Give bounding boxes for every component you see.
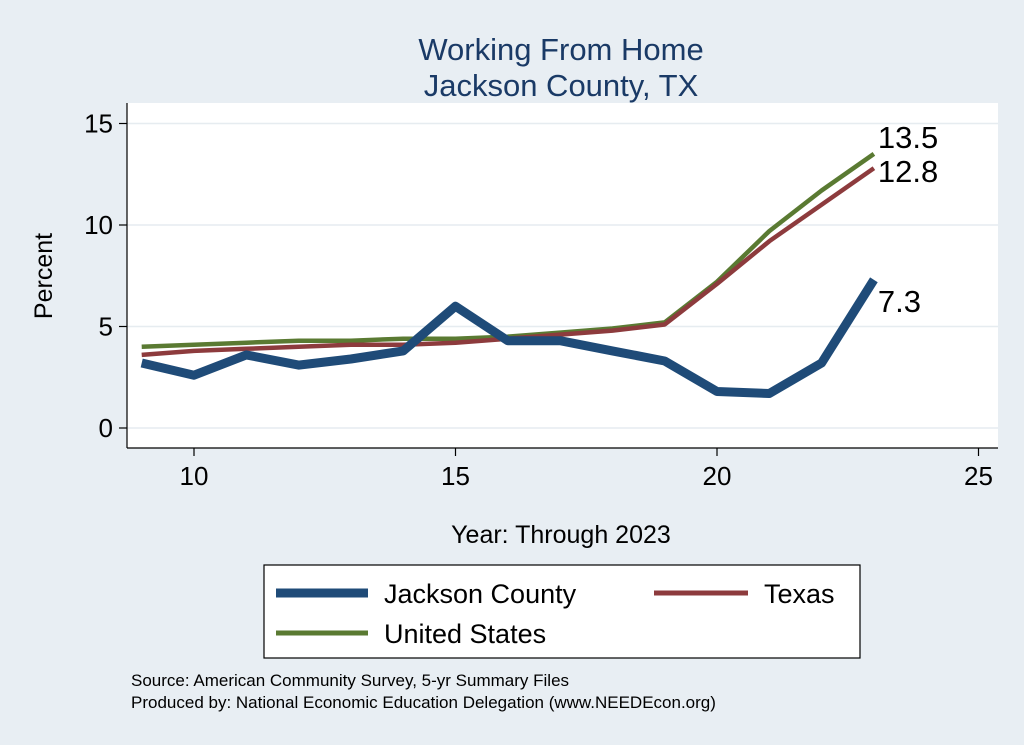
legend: Jackson County Texas United States [263,564,861,659]
x-tick-label-25: 25 [964,461,993,491]
x-tick-label-10: 10 [180,461,209,491]
gridlines [127,122,998,429]
y-tick-label-15: 15 [84,109,113,139]
plot-area [127,103,998,448]
chart-title-line1: Working From Home [418,32,703,67]
end-label-texas: 12.8 [878,154,938,189]
producer-text: Produced by: National Economic Education… [131,693,716,712]
legend-label-united-states: United States [384,619,546,649]
tick-labels: 0 5 10 15 10 15 20 25 [84,109,993,492]
x-axis-title: Year: Through 2023 [451,521,671,549]
legend-label-jackson-county: Jackson County [384,579,577,609]
x-tick-label-15: 15 [441,461,470,491]
series-lines [140,152,878,398]
source-text: Source: American Community Survey, 5-yr … [131,671,569,690]
y-axis-title: Percent [30,233,58,319]
y-tick-label-5: 5 [99,312,113,342]
end-labels: 7.3 12.813.5 [878,120,938,319]
legend-label-texas: Texas [764,579,835,609]
end-label-united-states: 13.5 [878,120,938,155]
x-tick-label-20: 20 [703,461,732,491]
legend-box [263,564,861,659]
chart-title-line2: Jackson County, TX [424,68,699,103]
axes [119,103,998,456]
y-tick-label-0: 0 [99,413,113,443]
series-line-jackson-county [140,277,878,398]
y-tick-label-10: 10 [84,210,113,240]
end-label-jackson-county: 7.3 [878,284,921,319]
